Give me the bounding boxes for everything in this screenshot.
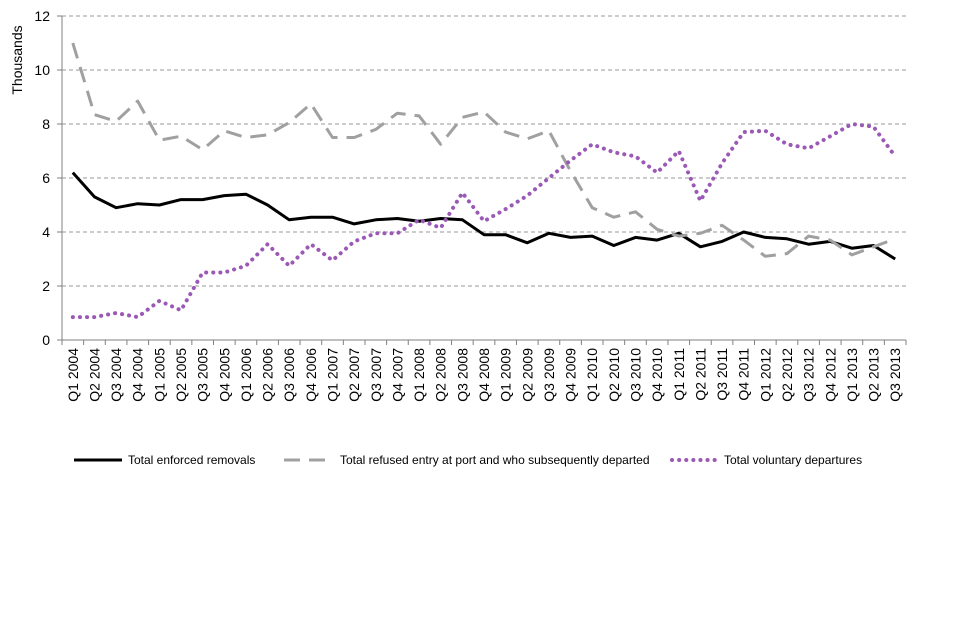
x-tick-label: Q1 2006 — [238, 348, 254, 402]
x-tick-label: Q3 2012 — [801, 348, 817, 402]
x-tick-label: Q2 2006 — [260, 348, 276, 402]
legend-label-2: Total refused entry at port and who subs… — [340, 453, 650, 467]
x-tick-label: Q3 2011 — [714, 348, 730, 401]
x-tick-label: Q1 2004 — [65, 348, 81, 402]
x-tick-label: Q4 2012 — [822, 348, 838, 402]
x-tick-label: Q4 2010 — [649, 348, 665, 402]
series-line-2 — [71, 42, 896, 258]
x-tick-label: Q1 2009 — [498, 348, 514, 402]
series-lines — [70, 42, 898, 320]
y-tick-label: 10 — [34, 62, 50, 78]
x-tick-label: Q2 2008 — [433, 348, 449, 402]
legend-label-3: Total voluntary departures — [724, 453, 862, 467]
series-line-3 — [70, 122, 898, 320]
x-tick-label: Q4 2009 — [563, 348, 579, 402]
x-tick-label: Q3 2007 — [368, 348, 384, 402]
x-tick-label: Q2 2005 — [173, 348, 189, 402]
x-axis-ticks: Q1 2004 Q2 2004 Q3 2004 Q4 2004 Q1 2005 Q2 20… — [61, 340, 907, 402]
y-tick-label: 2 — [42, 278, 50, 294]
gridlines — [62, 15, 906, 287]
x-tick-label: Q2 2007 — [346, 348, 362, 402]
x-tick-label: Q1 2005 — [151, 348, 167, 402]
x-tick-label: Q2 2012 — [779, 348, 795, 402]
x-tick-label: Q3 2008 — [454, 348, 470, 402]
x-tick-label: Q2 2009 — [519, 348, 535, 402]
x-tick-label: Q4 2006 — [303, 348, 319, 402]
x-tick-label: Q3 2009 — [541, 348, 557, 402]
x-tick-label: Q4 2007 — [389, 348, 405, 402]
x-tick-label: Q3 2004 — [108, 348, 124, 402]
x-tick-label: Q1 2007 — [325, 348, 341, 402]
y-tick-label: 12 — [34, 8, 50, 24]
legend: Total enforced removals Total refused ent… — [74, 453, 862, 467]
y-tick-label: 8 — [42, 116, 50, 132]
x-tick-label: Q4 2004 — [130, 348, 146, 402]
x-tick-label: Q1 2010 — [584, 348, 600, 402]
x-tick-label: Q1 2012 — [757, 348, 773, 402]
y-tick-label: 4 — [42, 224, 50, 240]
y-axis-title: Thousands — [9, 25, 25, 94]
x-tick-label: Q2 2010 — [606, 348, 622, 402]
x-tick-label: Q1 2011 — [671, 348, 687, 401]
legend-label-1: Total enforced removals — [128, 453, 255, 467]
x-tick-label: Q3 2013 — [887, 348, 903, 402]
x-tick-label: Q2 2013 — [866, 348, 882, 402]
y-tick-label: 0 — [42, 332, 50, 348]
x-tick-label: Q3 2005 — [195, 348, 211, 402]
series-line-1 — [71, 171, 896, 261]
x-tick-label: Q3 2010 — [627, 348, 643, 402]
x-tick-label: Q4 2005 — [216, 348, 232, 402]
y-axis-ticks: 0 2 4 6 8 10 12 — [34, 8, 62, 348]
x-tick-label: Q3 2006 — [281, 348, 297, 402]
x-tick-label: Q1 2013 — [844, 348, 860, 402]
x-tick-label: Q1 2008 — [411, 348, 427, 402]
x-tick-label: Q4 2011 — [736, 348, 752, 401]
y-tick-label: 6 — [42, 170, 50, 186]
x-tick-label: Q2 2004 — [86, 348, 102, 402]
x-tick-label: Q2 2011 — [692, 348, 708, 401]
x-tick-label: Q4 2008 — [476, 348, 492, 402]
